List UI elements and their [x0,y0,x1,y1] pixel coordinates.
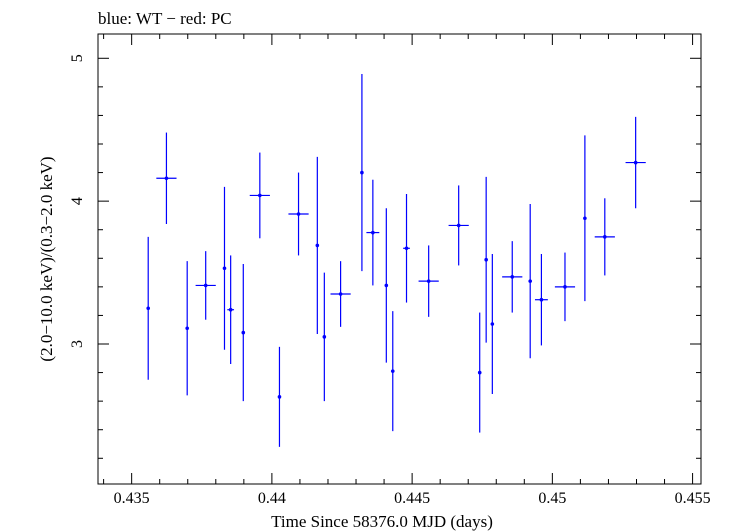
point-marker [583,216,587,221]
data-point [156,132,177,224]
data-point [222,186,227,350]
data-point [484,176,488,343]
point-marker [539,297,544,302]
x-tick-label: 0.44 [258,490,286,507]
data-point [594,198,615,276]
point-marker [603,235,607,239]
point-marker [164,176,169,181]
data-point [384,208,389,363]
point-marker [528,279,532,283]
point-marker [390,369,395,373]
data-series [146,74,646,447]
point-marker [185,326,189,331]
data-point [583,135,587,302]
data-point [146,236,151,380]
data-point [390,311,395,432]
point-marker [633,160,638,165]
x-axis-ticks: 0.435 0.44 0.445 0.45 0.455 [103,34,711,507]
point-marker [315,243,320,248]
data-point [185,261,189,396]
point-marker [222,266,227,271]
data-point [241,264,246,402]
point-marker [404,246,409,251]
y-axis-label: (2.0−10.0 keV)/(0.3−2.0 keV) [37,156,56,361]
y-tick-label: 3 [69,340,86,348]
x-tick-label: 0.455 [675,490,711,507]
y-tick-label: 4 [69,197,86,205]
data-point [315,156,320,334]
point-marker [426,279,431,283]
data-point [534,254,548,346]
point-marker [490,322,495,326]
point-marker [360,170,364,175]
data-point [418,245,439,317]
data-point [448,185,469,266]
data-point [277,346,282,447]
point-marker [456,223,461,228]
point-marker [338,292,343,296]
point-marker [563,285,567,289]
data-point [322,272,327,402]
point-marker [203,283,208,288]
data-point [625,116,646,209]
x-tick-label: 0.445 [394,490,430,507]
point-marker [322,335,327,339]
point-marker [258,193,262,198]
x-axis-label: Time Since 58376.0 MJD (days) [271,512,493,531]
data-point [249,152,270,239]
point-marker [296,212,301,216]
data-point [195,251,216,320]
point-marker [241,330,246,335]
y-tick-label: 5 [69,54,86,62]
data-point [360,74,364,272]
data-point [477,312,482,433]
point-marker [477,370,482,375]
plot-frame [97,33,702,485]
data-point [528,204,532,359]
data-point [403,194,410,303]
point-marker [371,230,375,235]
x-tick-label: 0.435 [114,490,150,507]
point-marker [484,257,488,262]
point-marker [228,307,233,312]
data-point [288,172,309,256]
x-tick-label: 0.45 [538,490,566,507]
data-point [502,241,523,313]
data-point [227,255,235,364]
data-point [366,179,380,286]
y-axis-ticks: 3 4 5 [69,54,701,459]
data-point [490,254,495,394]
point-marker [146,306,151,311]
point-marker [384,283,389,288]
data-point [330,261,351,327]
data-point [554,252,576,322]
point-marker [510,275,515,279]
point-marker [277,395,282,399]
chart-title: blue: WT − red: PC [98,9,232,28]
